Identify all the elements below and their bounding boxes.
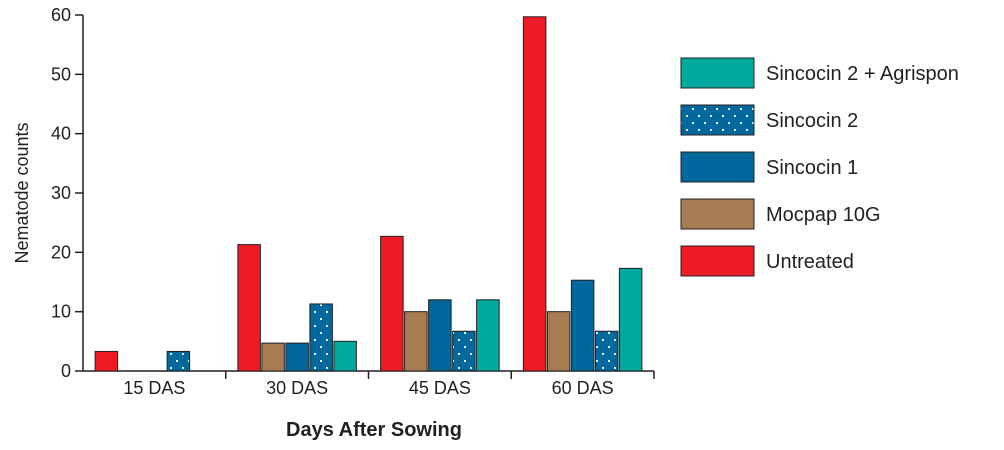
legend-swatch — [680, 151, 755, 183]
x-axis-title: Days After Sowing — [286, 419, 462, 441]
bar-sincocin-1-30-das — [285, 342, 309, 372]
legend-item: Sincocin 2 — [680, 104, 858, 136]
bar-sincocin-1-60-das — [570, 279, 595, 372]
bar-mocpap-10g-45-das — [404, 311, 428, 372]
y-tick-label: 10 — [51, 302, 71, 322]
legend-item: Mocpap 10G — [680, 198, 881, 230]
bar-untreated-60-das — [522, 16, 547, 372]
bar-untreated-15-das — [94, 350, 119, 372]
legend-item: Sincocin 2 + Agrispon — [680, 57, 959, 89]
legend-swatch — [680, 245, 755, 277]
y-axis: 0 10 20 30 40 50 60 — [51, 5, 84, 381]
bar-sincocin-2-15-das — [166, 350, 191, 372]
y-tick-label: 0 — [61, 361, 71, 381]
legend-item: Untreated — [680, 245, 854, 277]
legend-label: Mocpap 10G — [766, 204, 881, 226]
bar-sincocin-2-agrispon-45-das — [476, 299, 500, 372]
bar-mocpap-10g-60-das — [546, 311, 571, 372]
legend-swatch — [680, 57, 755, 89]
x-tick-label: 15 DAS — [123, 378, 185, 398]
x-tick-label: 30 DAS — [266, 378, 328, 398]
y-axis-title: Nematode counts — [12, 122, 32, 263]
y-tick-label: 30 — [51, 183, 71, 203]
bar-sincocin-1-45-das — [428, 299, 452, 372]
x-tick-label: 60 DAS — [552, 378, 614, 398]
legend-swatch — [680, 198, 755, 230]
bar-sincocin-2-agrispon-60-das — [618, 267, 643, 372]
legend-label: Untreated — [766, 251, 854, 273]
bar-sincocin-2-45-das — [452, 330, 476, 372]
bars — [94, 16, 643, 372]
bar-sincocin-2-60-das — [594, 330, 619, 372]
bar-mocpap-10g-30-das — [261, 342, 285, 372]
y-tick-label: 20 — [51, 242, 71, 262]
x-axis: 15 DAS 30 DAS 45 DAS 60 DAS — [83, 370, 655, 398]
legend: Sincocin 2 + Agrispon Sincocin 2 Sincocin … — [680, 57, 959, 277]
y-tick-label: 50 — [51, 64, 71, 84]
legend-label: Sincocin 2 — [766, 110, 858, 132]
legend-label: Sincocin 1 — [766, 157, 858, 179]
y-tick-label: 40 — [51, 124, 71, 144]
legend-swatch — [680, 104, 755, 136]
bar-untreated-45-das — [380, 235, 404, 372]
legend-item: Sincocin 1 — [680, 151, 858, 183]
x-tick-label: 45 DAS — [409, 378, 471, 398]
bar-sincocin-2-agrispon-30-das — [333, 340, 357, 372]
bar-untreated-30-das — [237, 244, 261, 372]
bar-sincocin-2-30-das — [309, 303, 333, 372]
legend-label: Sincocin 2 + Agrispon — [766, 63, 959, 85]
y-tick-label: 60 — [51, 5, 71, 25]
